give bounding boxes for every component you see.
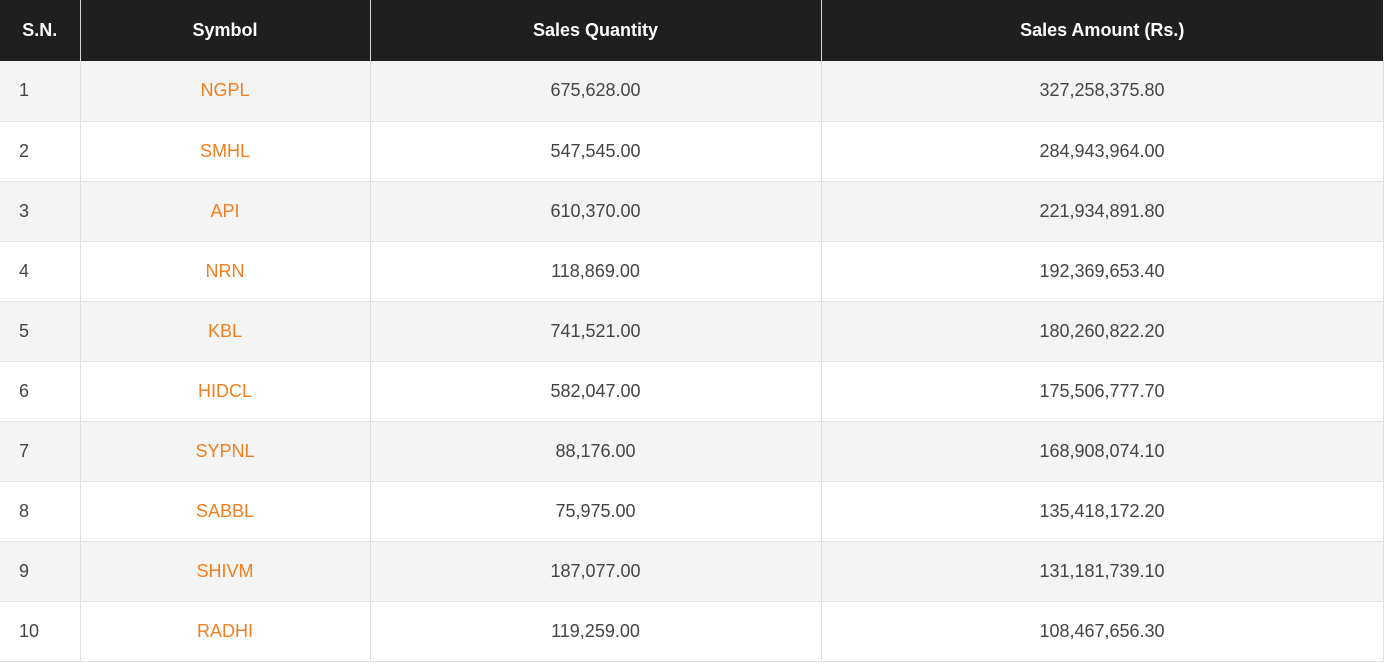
- cell-sn: 2: [19, 140, 30, 161]
- header-sn: S.N.: [22, 20, 58, 40]
- cell-symbol: SMHL: [79, 121, 370, 181]
- cell-sales-quantity: 582,047.00: [369, 361, 821, 421]
- cell-sales-quantity: 75,975.00: [369, 481, 821, 541]
- symbol-link[interactable]: RADHI: [196, 620, 253, 641]
- cell-sales-amount: 192,369,653.40: [820, 241, 1384, 301]
- header-sales-amount: Sales Amount (Rs.): [820, 0, 1383, 61]
- cell-sales-quantity: 547,545.00: [369, 121, 821, 181]
- cell-sales-amount: 180,260,822.20: [820, 301, 1384, 361]
- cell-symbol: SHIVM: [79, 541, 370, 601]
- cell-sales-amount: 135,418,172.20: [820, 481, 1384, 541]
- symbol-link[interactable]: SABBL: [195, 500, 255, 521]
- table-row: 7 SYPNL 88,176.00 168,908,074.10: [0, 421, 1384, 481]
- cell-sn: 4: [19, 260, 30, 281]
- table-body: 1 NGPL 675,628.00 327,258,375.80 2 SMHL …: [0, 61, 1384, 661]
- symbol-link[interactable]: SHIVM: [196, 560, 254, 581]
- cell-sales-quantity: 119,259.00: [369, 601, 821, 661]
- table-row: 6 HIDCL 582,047.00 175,506,777.70: [0, 361, 1384, 421]
- cell-sales-quantity: 675,628.00: [369, 61, 821, 121]
- table-header: S.N. Symbol Sales Quantity Sales Amount …: [0, 0, 1383, 61]
- table-row: 5 KBL 741,521.00 180,260,822.20: [0, 301, 1384, 361]
- cell-sales-amount: 327,258,375.80: [820, 61, 1384, 121]
- table-row: 8 SABBL 75,975.00 135,418,172.20: [0, 481, 1384, 541]
- header-symbol: Symbol: [79, 0, 370, 61]
- symbol-link[interactable]: HIDCL: [197, 380, 252, 401]
- cell-sn: 7: [19, 440, 30, 461]
- symbol-link[interactable]: SMHL: [199, 140, 250, 161]
- table-row: 3 API 610,370.00 221,934,891.80: [0, 181, 1384, 241]
- cell-sales-amount: 284,943,964.00: [820, 121, 1384, 181]
- table-row: 10 RADHI 119,259.00 108,467,656.30: [0, 601, 1384, 661]
- symbol-link[interactable]: SYPNL: [195, 440, 255, 461]
- cell-symbol: HIDCL: [79, 361, 370, 421]
- table-row: 1 NGPL 675,628.00 327,258,375.80: [0, 61, 1384, 121]
- cell-sales-quantity: 610,370.00: [369, 181, 821, 241]
- cell-sales-quantity: 741,521.00: [369, 301, 821, 361]
- table-row: 4 NRN 118,869.00 192,369,653.40: [0, 241, 1384, 301]
- cell-sn: 6: [19, 380, 30, 401]
- cell-sales-amount: 175,506,777.70: [820, 361, 1384, 421]
- cell-symbol: SABBL: [79, 481, 370, 541]
- symbol-link[interactable]: API: [210, 200, 240, 221]
- cell-sn: 8: [19, 500, 30, 521]
- cell-sn: 1: [19, 80, 30, 101]
- header-row: S.N. Symbol Sales Quantity Sales Amount …: [0, 0, 1383, 61]
- cell-sales-amount: 131,181,739.10: [820, 541, 1384, 601]
- cell-sn: 5: [19, 320, 30, 341]
- table-row: 2 SMHL 547,545.00 284,943,964.00: [0, 121, 1384, 181]
- cell-sn: 10: [19, 620, 40, 641]
- symbol-link[interactable]: KBL: [207, 320, 243, 341]
- cell-sales-amount: 108,467,656.30: [820, 601, 1384, 661]
- cell-sales-quantity: 187,077.00: [369, 541, 821, 601]
- symbol-link[interactable]: NGPL: [200, 80, 250, 101]
- cell-symbol: KBL: [79, 301, 370, 361]
- cell-sales-amount: 221,934,891.80: [820, 181, 1384, 241]
- cell-symbol: API: [79, 181, 370, 241]
- cell-sales-amount: 168,908,074.10: [820, 421, 1384, 481]
- cell-sn: 3: [19, 200, 30, 221]
- cell-symbol: NRN: [79, 241, 370, 301]
- cell-symbol: RADHI: [79, 601, 370, 661]
- symbol-link[interactable]: NRN: [205, 260, 245, 281]
- cell-sales-quantity: 88,176.00: [369, 421, 821, 481]
- cell-symbol: SYPNL: [79, 421, 370, 481]
- cell-sn: 9: [19, 560, 30, 581]
- header-sales-quantity: Sales Quantity: [369, 0, 821, 61]
- cell-sales-quantity: 118,869.00: [369, 241, 821, 301]
- cell-symbol: NGPL: [79, 61, 370, 121]
- table-row: 9 SHIVM 187,077.00 131,181,739.10: [0, 541, 1384, 601]
